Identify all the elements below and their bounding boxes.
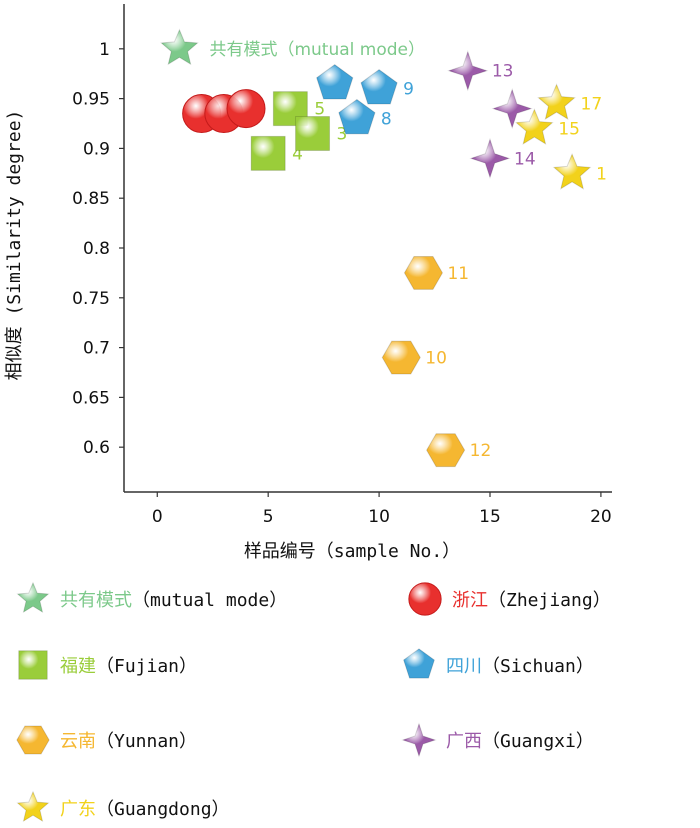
legend-item-zhejiang[interactable]: 浙江（Zhejiang）: [406, 581, 611, 617]
point-label: 8: [381, 110, 392, 130]
x-tick-label: 0: [152, 507, 163, 527]
y-tick-label: 1: [99, 40, 110, 60]
data-point: [491, 87, 533, 130]
legend-label: 共有模式（mutual mode）: [60, 590, 288, 611]
legend-item-yunnan[interactable]: 云南（Yunnan）: [14, 722, 197, 758]
legend-marker: [16, 581, 50, 614]
y-tick-label: 0.75: [72, 289, 110, 309]
point-label: 17: [581, 95, 603, 115]
legend-marker: [16, 790, 50, 823]
hexagon-marker-icon: [16, 725, 50, 755]
legend-item-guangxi[interactable]: 广西（Guangxi）: [400, 722, 594, 758]
y-tick-label: 0.8: [83, 239, 110, 259]
y-tick-label: 0.9: [83, 139, 110, 159]
legend-item-mutual-mode[interactable]: 共有模式（mutual mode）: [14, 581, 287, 617]
star-marker-icon: [16, 790, 50, 823]
legend-label: 云南（Yunnan）: [60, 731, 198, 752]
data-point: [381, 340, 421, 375]
point-label: 15: [558, 119, 580, 139]
star-marker-icon: [16, 581, 50, 614]
y-tick-label: 0.95: [72, 90, 110, 110]
data-point: [338, 98, 376, 135]
legend-label: 广西（Guangxi）: [446, 731, 594, 752]
point-label: 1: [596, 164, 607, 184]
point-label: 9: [403, 80, 414, 100]
legend-marker: [403, 648, 435, 679]
data-point: [295, 115, 331, 151]
y-axis-label: 相似度 (Similarity degree): [4, 110, 25, 381]
pentagon-marker-icon: [403, 648, 435, 679]
data-point: [469, 137, 511, 179]
legend-marker: [401, 722, 437, 758]
data-point: [160, 28, 199, 66]
diamond-star-marker-icon: [401, 722, 437, 758]
legend-item-sichuan[interactable]: 四川（Sichuan）: [400, 647, 594, 683]
y-tick-label: 0.6: [83, 438, 110, 458]
data-point: [515, 108, 554, 145]
legend-marker: [18, 650, 48, 680]
square-marker-icon: [18, 650, 48, 680]
legend-marker: [16, 725, 50, 755]
point-label: 10: [425, 349, 447, 369]
point-label: 12: [470, 441, 492, 461]
point-label: 11: [447, 264, 469, 284]
legend-item-fujian[interactable]: 福建（Fujian）: [14, 647, 197, 683]
circle-marker-icon: [408, 582, 442, 616]
x-axis-label: 样品编号（sample No.）: [244, 541, 460, 562]
data-point: [552, 153, 592, 190]
y-tick-label: 0.85: [72, 189, 110, 209]
data-point: [316, 64, 354, 100]
inline-series-label: 共有模式（mutual mode）: [209, 40, 425, 60]
data-point: [426, 433, 466, 468]
data-point: [403, 255, 444, 290]
point-label: 14: [514, 149, 536, 169]
legend-label: 福建（Fujian）: [60, 656, 198, 677]
legend-label: 浙江（Zhejiang）: [452, 590, 611, 611]
x-tick-label: 5: [263, 507, 274, 527]
legend-label: 广东（Guangdong）: [60, 799, 230, 820]
data-point: [447, 50, 489, 92]
point-label: 4: [292, 144, 303, 164]
point-label: 5: [314, 100, 325, 120]
x-tick-label: 15: [479, 507, 501, 527]
y-tick-label: 0.7: [83, 339, 110, 359]
data-point: [360, 69, 398, 105]
point-label: 3: [337, 124, 348, 144]
data-point: [250, 135, 286, 171]
x-tick-label: 10: [368, 507, 390, 527]
data-point: [226, 89, 266, 129]
x-tick-label: 20: [590, 507, 612, 527]
y-tick-label: 0.65: [72, 388, 110, 408]
axes: 0 5 10 15 200.60.650.70.750.80.850.90.951: [72, 4, 612, 527]
point-label: 13: [492, 62, 514, 82]
legend-item-guangdong[interactable]: 广东（Guangdong）: [14, 790, 230, 826]
legend-label: 四川（Sichuan）: [446, 656, 594, 677]
legend-marker: [408, 582, 442, 616]
data-point: [537, 83, 576, 121]
